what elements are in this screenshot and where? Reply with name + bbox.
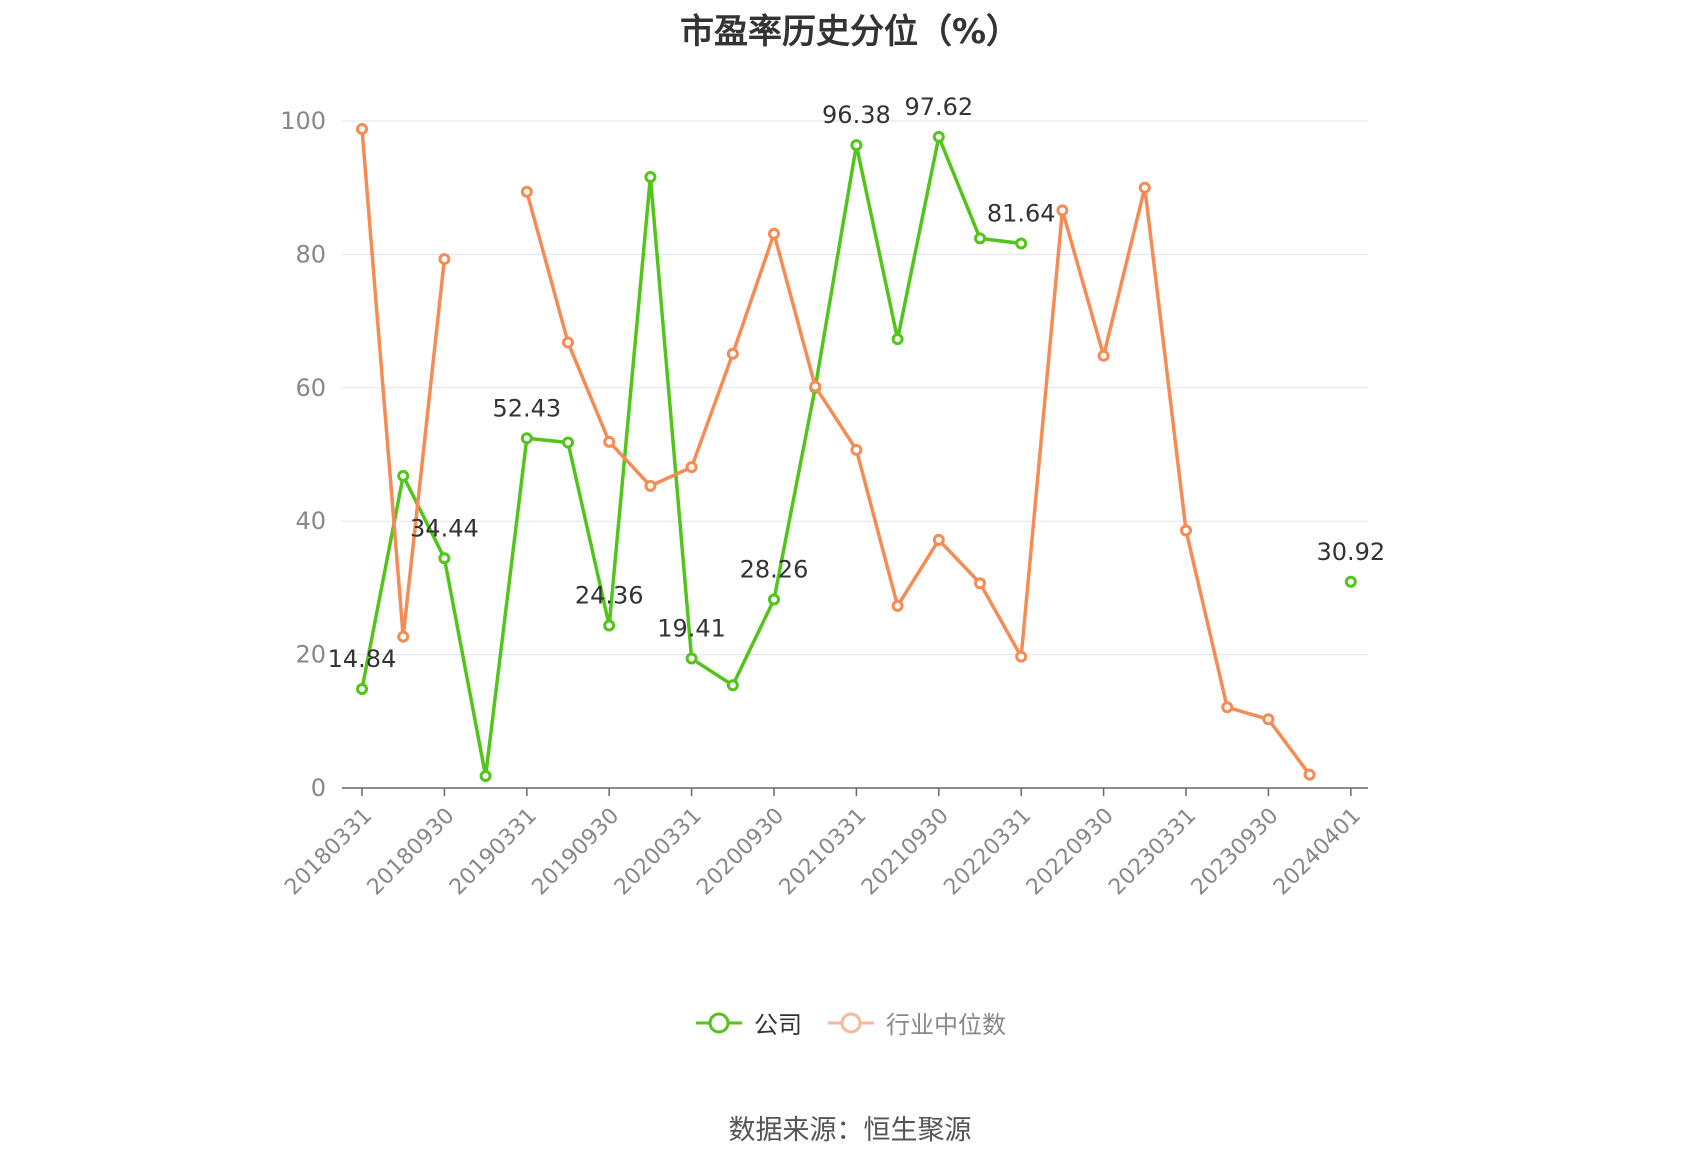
data-point[interactable] [1303, 768, 1316, 781]
y-tick-label: 0 [311, 774, 326, 802]
legend-label-company: 公司 [754, 1011, 802, 1039]
grid-lines [342, 120, 1368, 656]
y-tick-label: 20 [295, 641, 326, 669]
data-point[interactable] [1015, 650, 1028, 663]
data-point[interactable] [932, 533, 945, 546]
data-point[interactable] [850, 139, 863, 152]
data-point[interactable] [974, 577, 986, 590]
legend-item-company[interactable]: 公司 [694, 1005, 802, 1040]
data-point[interactable] [1180, 524, 1192, 537]
data-point[interactable] [520, 432, 533, 445]
x-tick-label: 20230331 [1104, 803, 1201, 900]
legend-item-industry-median[interactable]: 行业中位数 [826, 1005, 1006, 1040]
y-tick-label: 80 [295, 240, 326, 268]
data-point[interactable] [685, 652, 698, 665]
source-note: 数据来源：恒生聚源 [728, 1115, 972, 1146]
x-tick-label: 20180331 [280, 803, 377, 900]
data-point[interactable] [726, 679, 739, 692]
data-labels: 14.84 34.44 52.43 24.36 19.41 28.26 96.38 97.62… [328, 93, 1386, 673]
y-tick-label: 100 [280, 107, 326, 135]
data-point[interactable] [809, 380, 822, 393]
data-point[interactable] [932, 130, 945, 143]
data-label: 34.44 [410, 514, 479, 542]
series-layer [356, 123, 1357, 782]
data-label: 97.62 [904, 93, 973, 121]
x-tick-label: 20190930 [527, 803, 624, 900]
data-point[interactable] [891, 599, 904, 612]
data-point[interactable] [685, 461, 698, 474]
x-tick-label: 20220331 [939, 803, 1036, 900]
data-point[interactable] [768, 227, 780, 240]
x-tick-label: 20200331 [610, 803, 707, 900]
data-point[interactable] [520, 185, 533, 198]
y-tick-label: 40 [295, 507, 326, 535]
data-point[interactable] [397, 469, 410, 482]
data-point[interactable] [603, 619, 616, 632]
data-point[interactable] [1262, 713, 1275, 726]
x-tick-label: 20230930 [1187, 803, 1284, 900]
data-point[interactable] [726, 347, 739, 360]
data-point[interactable] [356, 123, 368, 136]
data-point[interactable] [1056, 204, 1069, 217]
series-company [356, 130, 1357, 782]
data-point[interactable] [1138, 181, 1151, 194]
legend-line-marker-icon [828, 1012, 874, 1033]
data-label: 24.36 [575, 582, 644, 610]
data-point[interactable] [1221, 701, 1234, 714]
data-label: 52.43 [492, 394, 561, 422]
x-tick-label: 20210930 [857, 803, 954, 900]
data-point[interactable] [438, 552, 451, 565]
chart-title: 市盈率历史分位（%） [679, 12, 1021, 52]
x-tick-label: 20190331 [445, 803, 542, 900]
legend-label-industry-median: 行业中位数 [886, 1011, 1006, 1039]
axes: 0 20 40 60 80 100 2018033120180930201903312019… [280, 107, 1368, 900]
data-point[interactable] [397, 630, 410, 643]
data-point[interactable] [644, 479, 657, 492]
data-point[interactable] [603, 435, 616, 448]
data-label: 30.92 [1316, 538, 1385, 566]
legend-line-marker-icon [696, 1012, 742, 1033]
data-point[interactable] [1344, 575, 1357, 588]
data-point[interactable] [1097, 349, 1110, 362]
legend: 公司 行业中位数 [0, 1005, 1700, 1040]
data-point[interactable] [768, 593, 780, 606]
data-label: 81.64 [987, 199, 1056, 227]
data-label: 28.26 [740, 556, 809, 584]
x-tick-label: 20210331 [775, 803, 872, 900]
data-point[interactable] [891, 333, 904, 346]
data-point[interactable] [438, 253, 451, 266]
data-point[interactable] [974, 232, 986, 245]
y-tick-label: 60 [295, 374, 326, 402]
x-tick-label: 20220930 [1022, 803, 1119, 900]
data-point[interactable] [562, 336, 574, 349]
data-point[interactable] [850, 443, 863, 456]
data-point[interactable] [562, 436, 574, 449]
data-point[interactable] [479, 769, 492, 782]
series-industry-median [356, 123, 1316, 781]
data-point[interactable] [1015, 237, 1028, 250]
data-label: 96.38 [822, 101, 891, 129]
x-tick-label: 20200930 [692, 803, 789, 900]
data-label: 14.84 [328, 645, 397, 673]
x-tick-label: 20180930 [363, 803, 460, 900]
series-line [360, 128, 447, 639]
series-line [525, 185, 1312, 776]
series-line [360, 135, 1022, 778]
data-point[interactable] [644, 171, 657, 184]
x-tick-label: 20240401 [1269, 803, 1366, 900]
data-point[interactable] [356, 683, 368, 696]
data-label: 19.41 [657, 615, 726, 643]
